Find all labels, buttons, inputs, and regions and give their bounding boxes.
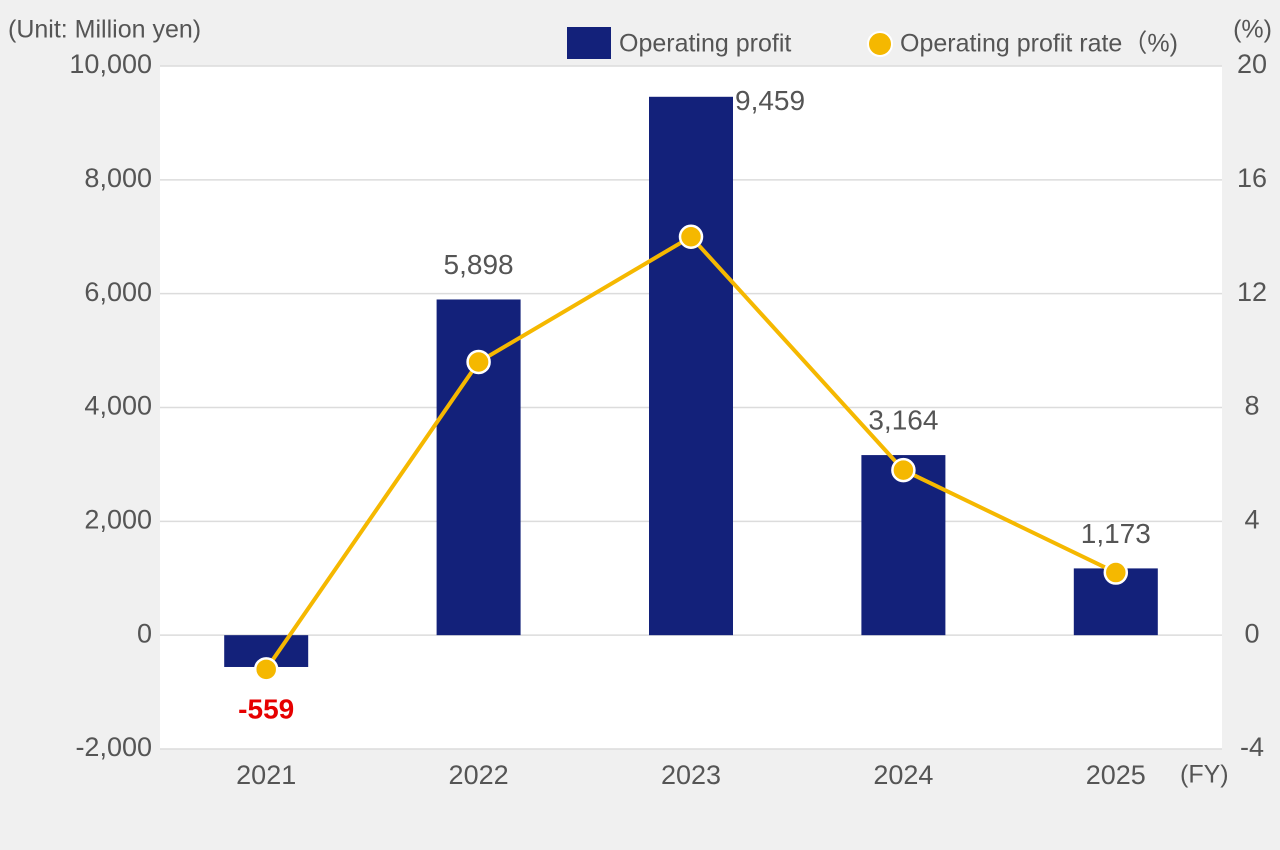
y2-tick-label: 0 [1244, 618, 1259, 648]
y-tick-label: 6,000 [84, 277, 152, 307]
y-tick-label: 10,000 [69, 49, 152, 79]
y-tick-label: -2,000 [75, 732, 152, 762]
y2-tick-label: 8 [1244, 391, 1259, 421]
unit-label: (Unit: Million yen) [8, 16, 201, 44]
line-point [891, 457, 916, 483]
line-point [1103, 560, 1129, 585]
y2-tick-label: 4 [1244, 504, 1259, 534]
x-unit-label: (FY) [1180, 761, 1229, 789]
y2-tick-label: 20 [1237, 49, 1267, 79]
y-tick-label: 0 [137, 618, 152, 648]
data-label: 9,459 [735, 85, 805, 116]
y-tick-label: 2,000 [84, 504, 152, 534]
line-point [253, 657, 279, 682]
bar [649, 96, 733, 636]
y2-unit-label: (%) [1233, 16, 1272, 44]
line-point [678, 224, 704, 249]
legend-label: Operating profit [619, 30, 791, 58]
data-label: 5,898 [444, 249, 514, 280]
x-tick-label: 2024 [873, 760, 933, 790]
x-tick-label: 2022 [449, 760, 509, 790]
y-tick-label: 8,000 [84, 163, 152, 193]
x-tick-label: 2021 [236, 760, 296, 790]
y2-tick-label: 16 [1237, 163, 1267, 193]
x-tick-label: 2023 [661, 760, 721, 790]
data-label: 3,164 [868, 404, 938, 435]
y2-tick-label: -4 [1240, 732, 1264, 762]
data-label: -559 [238, 693, 294, 724]
y-tick-label: 4,000 [84, 391, 152, 421]
legend-swatch [867, 31, 893, 57]
legend-label: Operating profit rate（%) [900, 30, 1178, 58]
legend-swatch [567, 27, 611, 59]
line-point [466, 349, 491, 375]
x-tick-label: 2025 [1086, 760, 1146, 790]
data-label: 1,173 [1081, 518, 1151, 549]
y2-tick-label: 12 [1237, 277, 1267, 307]
